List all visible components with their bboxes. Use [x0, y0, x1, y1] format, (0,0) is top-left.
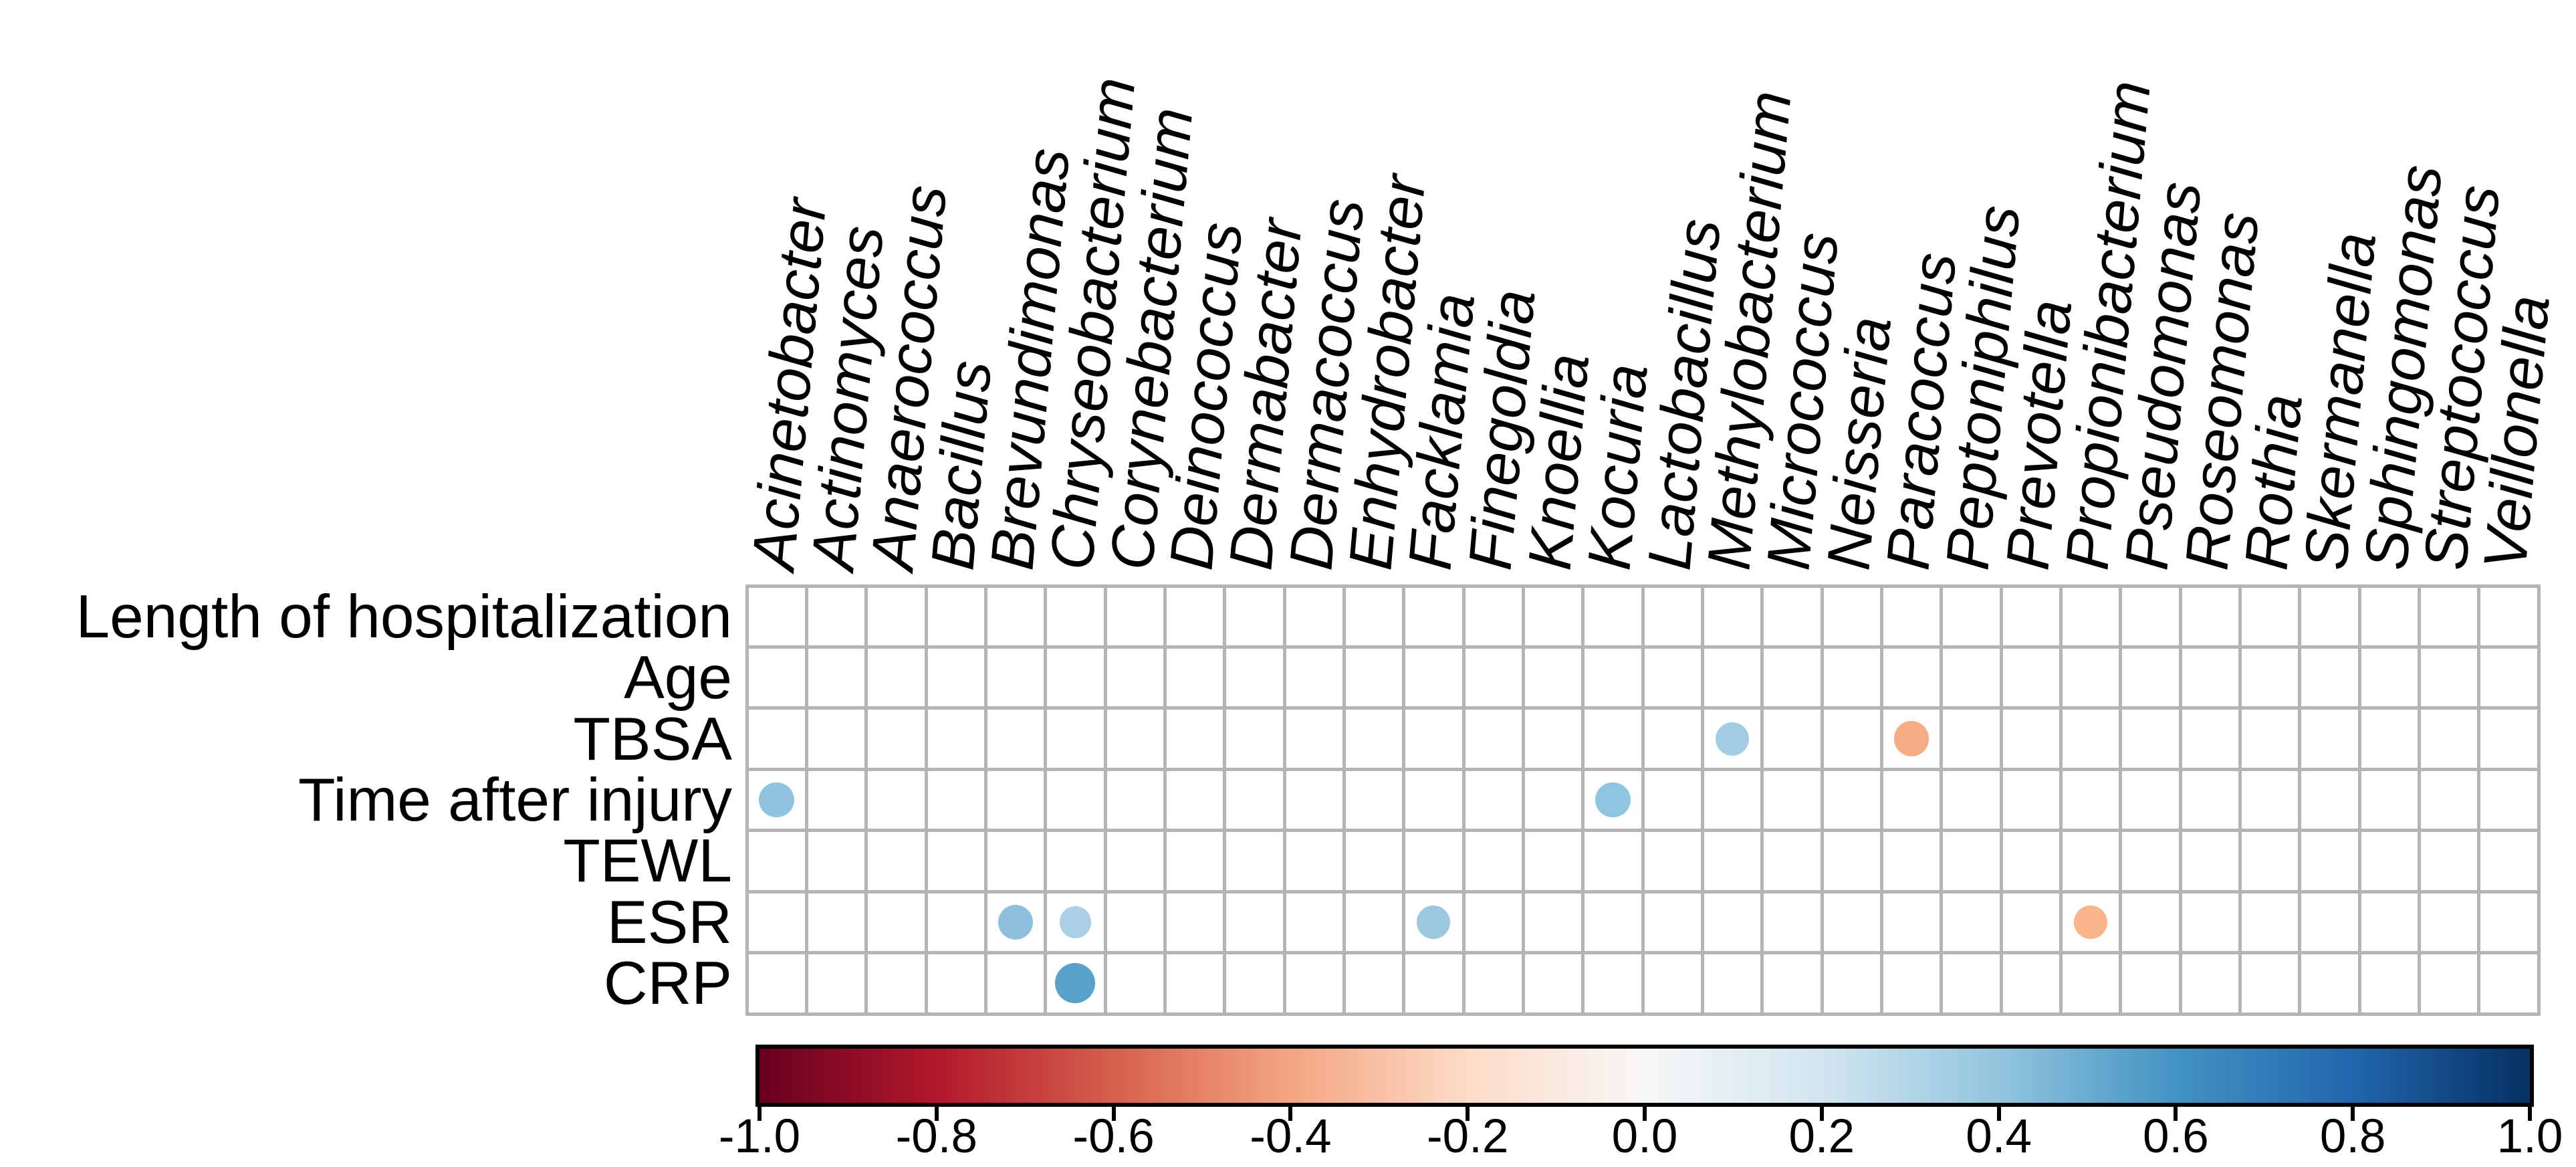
colorbar-tick-label: 0.0	[1611, 1110, 1678, 1163]
grid-line-vertical	[1223, 584, 1227, 1016]
grid-line-vertical	[1700, 584, 1704, 1016]
grid-line-vertical	[1641, 584, 1645, 1016]
colorbar-tick-mark	[1111, 1107, 1116, 1121]
grid-line-horizontal	[745, 584, 2541, 588]
colorbar-tick-mark	[1996, 1107, 2001, 1121]
colorbar-tick-label: 0.4	[1966, 1110, 2032, 1163]
grid-line-vertical	[1940, 584, 1944, 1016]
grid-line-vertical	[2537, 584, 2541, 1016]
grid-line-vertical	[804, 584, 808, 1016]
grid-line-vertical	[1044, 584, 1048, 1016]
grid-line-horizontal	[745, 889, 2541, 893]
grid-line-vertical	[1581, 584, 1585, 1016]
grid-line-vertical	[1999, 584, 2003, 1016]
grid-line-vertical	[1521, 584, 1525, 1016]
colorbar-tick-label: 0.6	[2143, 1110, 2209, 1163]
grid-line-horizontal	[745, 951, 2541, 955]
grid-line-vertical	[1461, 584, 1466, 1016]
grid-line-vertical	[1820, 584, 1824, 1016]
grid-line-vertical	[864, 584, 868, 1016]
grid-line-vertical	[1282, 584, 1286, 1016]
colorbar-tick-mark	[1466, 1107, 1470, 1121]
colorbar-tick-mark	[2351, 1107, 2355, 1121]
grid-line-vertical	[2059, 584, 2063, 1016]
grid-line-vertical	[1760, 584, 1764, 1016]
colorbar-tick-mark	[2174, 1107, 2178, 1121]
grid-line-horizontal	[745, 829, 2541, 833]
grid-line-vertical	[983, 584, 987, 1016]
colorbar-tick-label: -0.6	[1072, 1110, 1155, 1163]
colorbar-tick-mark	[1643, 1107, 1647, 1121]
correlation-dot	[998, 904, 1034, 940]
colorbar-tick-label: 0.8	[2319, 1110, 2386, 1163]
row-label: TEWL	[563, 827, 732, 895]
correlation-dot	[1055, 963, 1096, 1004]
correlation-dot	[2074, 905, 2107, 939]
grid-line-vertical	[2178, 584, 2182, 1016]
correlation-dot	[759, 782, 794, 818]
grid-line-vertical	[924, 584, 928, 1016]
grid-line-horizontal	[745, 645, 2541, 649]
grid-line-vertical	[2357, 584, 2361, 1016]
colorbar-gradient	[755, 1045, 2534, 1107]
colorbar-tick-mark	[1288, 1107, 1293, 1121]
row-label: CRP	[603, 950, 732, 1018]
correlation-dot	[1893, 721, 1929, 756]
grid-line-vertical	[2119, 584, 2123, 1016]
colorbar-tick-mark	[934, 1107, 939, 1121]
grid-line-horizontal	[745, 767, 2541, 771]
colorbar-tick-mark	[757, 1107, 762, 1121]
grid-line-vertical	[1342, 584, 1346, 1016]
row-label: ESR	[606, 888, 732, 956]
grid-line-vertical	[2417, 584, 2421, 1016]
colorbar-tick-label: -0.2	[1427, 1110, 1509, 1163]
colorbar-tick-mark	[1819, 1107, 1824, 1121]
row-label: TBSA	[573, 705, 732, 773]
grid-line-vertical	[2298, 584, 2302, 1016]
correlation-dot	[1716, 722, 1749, 756]
colorbar-tick-label: -0.8	[895, 1110, 977, 1163]
row-label: Length of hospitalization	[76, 582, 733, 651]
grid-line-vertical	[2238, 584, 2242, 1016]
colorbar-tick-label: 1.0	[2496, 1110, 2563, 1163]
grid-line-horizontal	[745, 1012, 2541, 1016]
grid-line-vertical	[1402, 584, 1406, 1016]
colorbar-tick-label: -0.4	[1250, 1110, 1332, 1163]
correlation-dot	[1417, 905, 1451, 939]
correlation-dot	[1595, 782, 1631, 818]
correlation-dot	[1059, 906, 1092, 938]
grid-line-vertical	[2477, 584, 2481, 1016]
grid-line-vertical	[1163, 584, 1167, 1016]
colorbar-tick-label: 0.2	[1788, 1110, 1855, 1163]
row-label: Time after injury	[298, 766, 732, 834]
grid-line-horizontal	[745, 706, 2541, 710]
grid-line-vertical	[1879, 584, 1883, 1016]
row-label: Age	[624, 644, 732, 712]
grid-line-vertical	[745, 584, 749, 1016]
grid-line-vertical	[1103, 584, 1107, 1016]
colorbar-tick-mark	[2528, 1107, 2532, 1121]
colorbar-tick-label: -1.0	[718, 1110, 801, 1163]
